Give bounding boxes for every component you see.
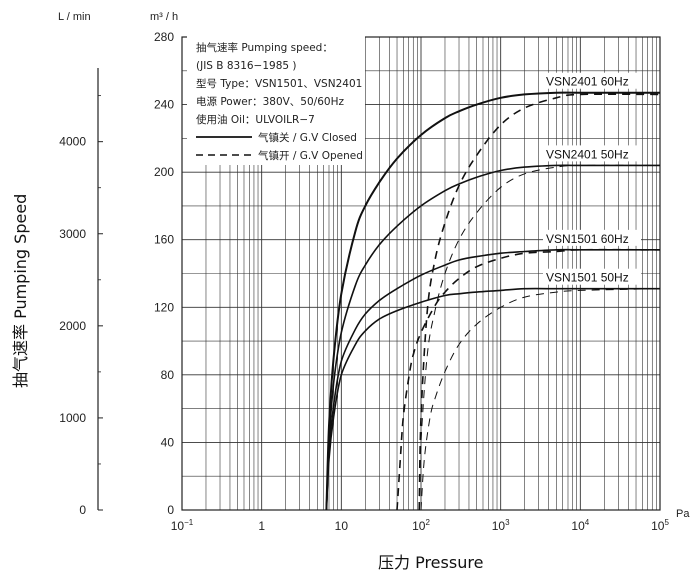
x-tick-label: 10 — [335, 519, 349, 533]
series-label-bg — [543, 268, 641, 285]
y-tick-label-lmin: 3000 — [59, 227, 86, 241]
series-line-vsn1501-60hz-opened — [396, 248, 661, 511]
series-label-bg — [543, 229, 641, 246]
y-tick-label-m3h: 0 — [167, 503, 174, 517]
x-tick-label: 1 — [258, 519, 265, 533]
legend-line-3: 型号 Type：VSN1501、VSN2401 — [196, 77, 362, 90]
series-line-vsn2401-60hz-opened — [418, 93, 661, 511]
y-tick-label-lmin: 4000 — [59, 135, 86, 149]
legend-line-5: 使用油 Oil：ULVOILR−7 — [196, 113, 315, 126]
legend-line-2: (JIS B 8316−1985 ) — [196, 60, 297, 72]
x-tick-label: 104 — [571, 518, 589, 533]
legend-closed-label: 气镇关 / G.V Closed — [258, 131, 357, 144]
y-tick-label-lmin: 0 — [79, 503, 86, 517]
series-line-vsn2401-50hz-closed — [325, 164, 660, 511]
series-label: VSN2401 60Hz — [546, 75, 629, 89]
x-tick-label: 10−1 — [171, 518, 194, 533]
series-line-vsn1501-50hz-closed — [325, 287, 660, 511]
legend-line-4: 电源 Power：380V、50/60Hz — [196, 95, 344, 108]
series-label-bg — [543, 72, 641, 89]
series-label: VSN2401 50Hz — [546, 147, 629, 161]
y-tick-label-m3h: 280 — [154, 30, 174, 44]
labels: 0 40 80 120 160 200 240 280 0 1000 2000 3000 4000 10−… — [59, 30, 669, 533]
series-line-vsn2401-60hz-closed — [325, 91, 660, 511]
y-unit-left: L / min — [58, 11, 91, 23]
y-tick-label-m3h: 240 — [154, 98, 174, 112]
y-tick-label-m3h: 80 — [161, 368, 175, 382]
y-axis-title: 抽气速率 Pumping Speed — [11, 194, 30, 388]
y-tick-label-m3h: 40 — [161, 435, 175, 449]
x-axis-title: 压力 Pressure — [378, 553, 483, 572]
legend-line-1: 抽气速率 Pumping speed： — [196, 41, 333, 54]
y-tick-label-m3h: 160 — [154, 233, 174, 247]
y-tick-label-lmin: 2000 — [59, 319, 86, 333]
x-unit: Pa — [676, 508, 690, 520]
x-tick-label: 105 — [651, 518, 669, 533]
series-line-vsn2401-50hz-opened — [418, 164, 661, 511]
y-tick-label-lmin: 1000 — [59, 411, 86, 425]
y-tick-label-m3h: 200 — [154, 165, 174, 179]
series-lines — [325, 91, 661, 511]
y-unit-right: m³ / h — [150, 11, 178, 23]
series-label: VSN1501 50Hz — [546, 271, 629, 285]
y-tick-label-m3h: 120 — [154, 300, 174, 314]
x-tick-label: 103 — [492, 518, 510, 533]
legend-box — [187, 33, 365, 165]
legend-opened-label: 气镇开 / G.V Opened — [258, 149, 363, 162]
series-label-bg — [543, 145, 641, 162]
series-label: VSN1501 60Hz — [546, 232, 629, 246]
series-line-vsn1501-50hz-opened — [420, 288, 661, 511]
x-tick-label: 102 — [412, 518, 430, 533]
series-line-vsn1501-60hz-closed — [325, 248, 661, 511]
legend: 抽气速率 Pumping speed： (JIS B 8316−1985 ) 型… — [187, 33, 365, 165]
